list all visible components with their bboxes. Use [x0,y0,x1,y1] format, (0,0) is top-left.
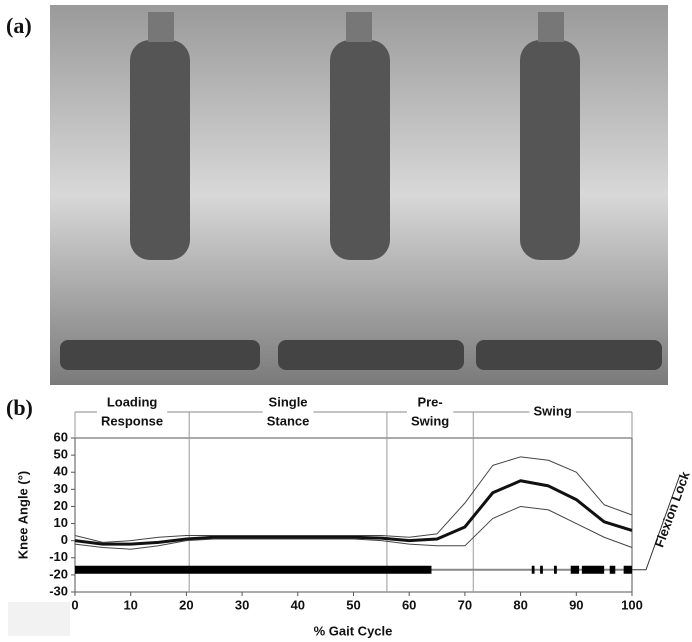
phase-label: Loading Response [97,394,168,429]
phase-label-line: Stance [267,413,310,428]
phase-label-bg [262,394,314,429]
lock-label: Flexion Lock [651,469,692,550]
y-axis-label: Knee Angle (°) [15,471,30,560]
photo-strip [50,5,668,385]
lock-segment [75,565,432,574]
phase-label-line: Response [101,413,163,428]
y-tick-label: 10 [54,515,68,530]
x-tick-label: 10 [123,597,137,612]
series-line [74,479,633,546]
x-tick-label: 100 [621,597,643,612]
phase-label-line: Swing [411,413,449,428]
phase-label-line: Loading [107,394,158,409]
lock-segment [609,565,616,574]
y-tick-label: -20 [49,566,68,581]
y-tick-label: -30 [49,583,68,598]
y-tick-label: -10 [49,549,68,564]
blank-box [8,602,70,636]
x-tick-label: 50 [346,597,360,612]
phase-label: Swing [529,403,576,419]
photo [50,5,272,385]
series-line [74,456,633,543]
lock-segment [623,565,632,574]
phase-label: Single Stance [262,394,314,429]
lock-segment [570,565,580,574]
y-tick-label: 50 [54,447,68,462]
lock-segment [554,565,557,574]
y-tick-label: 60 [54,429,68,444]
phase-label-bg [97,394,168,429]
photo [272,5,470,385]
lock-segment [581,565,605,574]
x-tick-label: 70 [458,597,472,612]
lock-segment [531,565,535,574]
photo [470,5,668,385]
y-tick-label: 30 [54,481,68,496]
lock-segment [540,565,543,574]
x-tick-label: 30 [235,597,249,612]
phase-label-line: Pre- [417,394,442,409]
x-tick-label: 80 [513,597,527,612]
phase-label-bg [529,403,576,419]
x-tick-label: 0 [71,597,78,612]
y-tick-label: 40 [54,464,68,479]
x-tick-label: 40 [291,597,305,612]
phase-label-line: Single [269,394,308,409]
x-tick-label: 20 [179,597,193,612]
panel-label: (a) [6,13,32,38]
series-line [74,505,633,550]
y-tick-label: 20 [54,498,68,513]
y-tick-label: 0 [61,532,68,547]
phase-label-bg [406,394,454,429]
panel-label: (b) [6,395,33,420]
phase-label-line: Swing [533,403,571,418]
phase-label: Pre- Swing [406,394,454,429]
x-tick-label: 90 [569,597,583,612]
lock-leader [632,474,681,571]
x-tick-label: 60 [402,597,416,612]
x-axis-label: % Gait Cycle [314,623,393,638]
